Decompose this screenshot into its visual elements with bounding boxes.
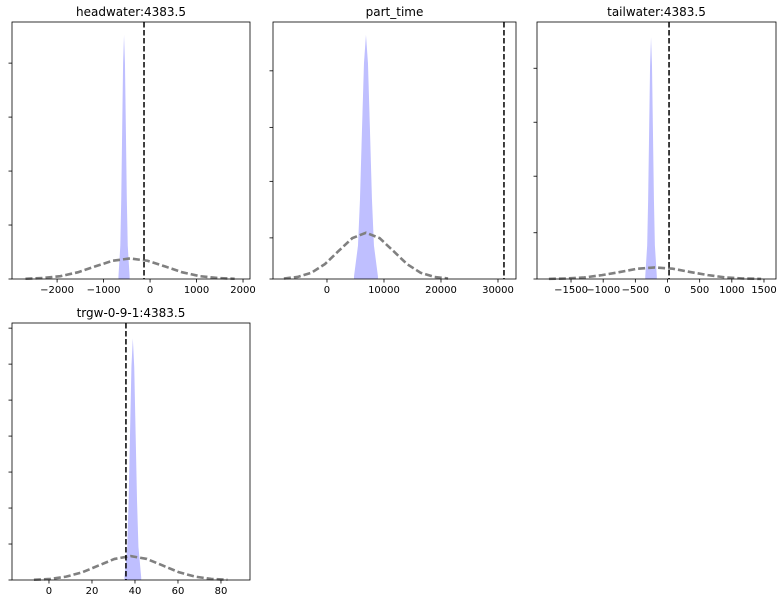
prior-curve <box>283 231 449 280</box>
x-tick-label: 1500 <box>751 285 776 296</box>
subplot-title: trgw-0-9-1:4383.5 <box>77 306 186 320</box>
subplot: part_time 0 10000 20000 30000 <box>269 5 517 296</box>
posterior-area <box>645 37 657 279</box>
x-tick-label: 10000 <box>368 285 400 296</box>
subplot-title: headwater:4383.5 <box>76 5 186 19</box>
x-tick-label: 80 <box>215 586 228 597</box>
x-tick-label: −1000 <box>586 285 620 296</box>
axes-frame <box>11 322 251 581</box>
x-tick-label: 500 <box>690 285 709 296</box>
subplot: tailwater:4383.5 −1500−1000 −500 0 500 1000 15… <box>533 5 777 296</box>
prior-curve <box>33 554 228 582</box>
subplot-title: tailwater:4383.5 <box>607 5 706 19</box>
x-tick-label: 1000 <box>184 285 209 296</box>
x-tick-label: 0 <box>324 285 330 296</box>
x-tick-label: 20 <box>86 586 99 597</box>
subplot: trgw-0-9-1:4383.5 0 20 40 60 80 <box>8 306 251 597</box>
subplot: headwater:4383.5 −2000 −1000 0 1000 2000 <box>8 5 256 296</box>
x-tick-label: 20000 <box>425 285 457 296</box>
prior-curve <box>548 266 762 281</box>
posterior-area <box>118 34 130 279</box>
x-tick-label: 0 <box>147 285 153 296</box>
posterior-area <box>124 338 142 580</box>
x-tick-label: −2000 <box>40 285 74 296</box>
x-tick-label: 0 <box>664 285 670 296</box>
x-tick-label: 40 <box>129 586 142 597</box>
axes-frame <box>536 21 777 280</box>
x-tick-label: 60 <box>172 586 185 597</box>
x-tick-label: −1500 <box>554 285 588 296</box>
x-tick-label: 0 <box>46 586 52 597</box>
x-tick-label: 1000 <box>719 285 744 296</box>
axes-frame <box>11 21 251 280</box>
axes-frame <box>272 21 517 280</box>
posterior-area <box>354 34 378 279</box>
x-tick-label: 30000 <box>482 285 514 296</box>
prior-curve <box>25 257 235 281</box>
x-tick-label: 2000 <box>230 285 255 296</box>
subplot-title: part_time <box>366 5 424 19</box>
x-tick-label: −1000 <box>87 285 121 296</box>
x-tick-label: −500 <box>622 285 649 296</box>
